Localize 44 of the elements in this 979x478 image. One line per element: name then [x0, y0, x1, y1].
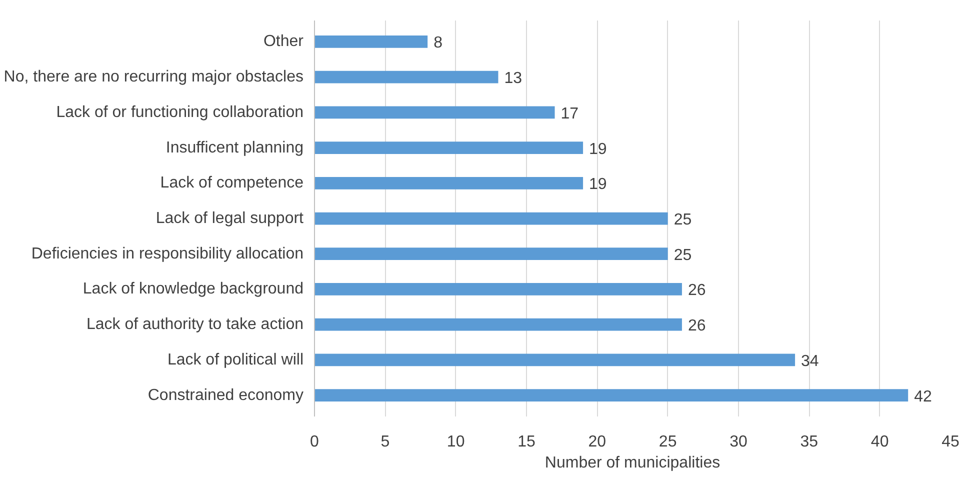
x-tick-label: 5: [380, 434, 390, 450]
x-tick-label: 10: [446, 434, 465, 450]
bar: [314, 36, 428, 48]
x-tick-label: 15: [518, 434, 536, 450]
data-label: 34: [801, 352, 819, 370]
data-label: 25: [674, 246, 692, 264]
bar: [314, 283, 682, 296]
y-tick-label: Other: [263, 33, 304, 50]
bar: [314, 212, 668, 225]
x-tick-label: 40: [870, 434, 889, 450]
data-label: 25: [674, 212, 692, 228]
y-tick-label: Deficiencies in responsibility allocation: [31, 245, 304, 262]
y-tick-label: Lack of competence: [160, 174, 304, 192]
x-tick-label: 45: [942, 434, 960, 450]
bar: [314, 354, 796, 366]
data-label: 26: [688, 318, 706, 335]
y-tick-label: Insufficent planning: [166, 139, 304, 156]
y-tick-label: Lack of political will: [167, 351, 304, 368]
y-tick-label: Lack of knowledge background: [82, 280, 304, 298]
y-tick-label: Lack of authority to take action: [86, 316, 304, 334]
data-label: 19: [589, 176, 607, 194]
x-tick-label: 0: [310, 434, 320, 450]
bar: [314, 318, 682, 331]
data-label: 26: [688, 282, 706, 300]
x-tick-label: 20: [588, 434, 606, 450]
data-label: 19: [589, 140, 607, 158]
bar: [314, 248, 668, 260]
x-axis-title: Number of municipalities: [544, 454, 720, 472]
data-label: 17: [560, 105, 579, 122]
y-tick-label: Constrained economy: [148, 386, 304, 404]
bar: [314, 106, 555, 119]
bar: [314, 142, 584, 154]
bar: [314, 176, 584, 190]
y-tick-label: No, there are no recurring major obstacles: [4, 68, 304, 86]
data-label: 42: [914, 388, 932, 406]
bar: [314, 389, 908, 402]
bar: [314, 70, 498, 84]
y-tick-label: Lack of or functioning collaboration: [56, 104, 304, 121]
data-label: 13: [504, 70, 522, 88]
x-tick-label: 30: [730, 434, 748, 450]
x-tick-label: 35: [800, 434, 818, 450]
data-label: 8: [434, 34, 443, 52]
x-tick-label: 25: [658, 434, 677, 450]
y-tick-label: Lack of legal support: [156, 210, 304, 227]
